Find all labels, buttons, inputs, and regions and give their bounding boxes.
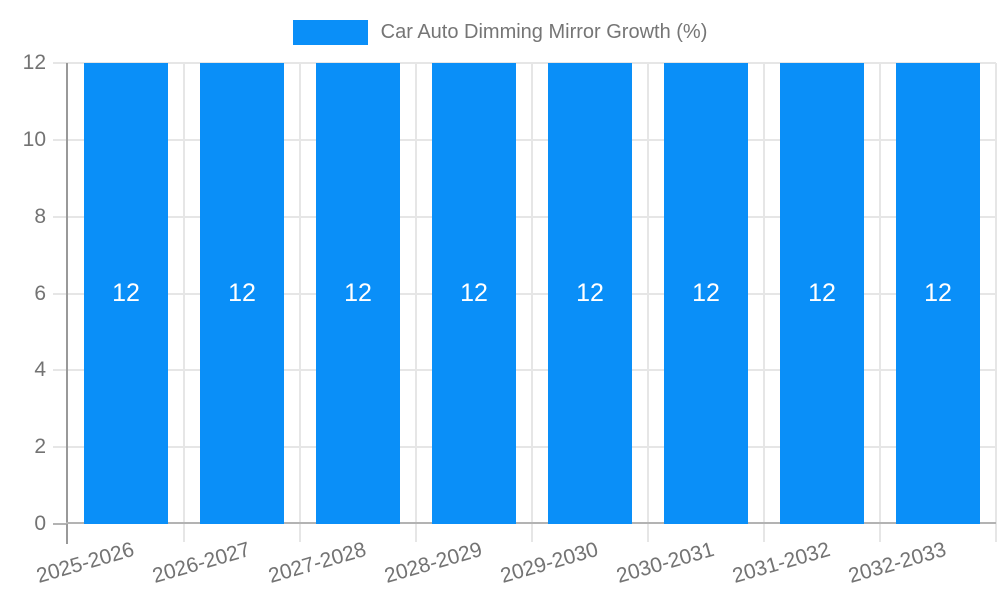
x-axis-tick bbox=[415, 524, 417, 542]
x-axis-line bbox=[66, 522, 996, 524]
bar-value-label: 12 bbox=[576, 279, 604, 307]
gridline-vertical bbox=[763, 63, 765, 524]
y-axis-tick-label: 0 bbox=[34, 512, 46, 535]
x-axis-tick-label: 2030-2031 bbox=[613, 538, 717, 588]
bar-value-label: 12 bbox=[228, 279, 256, 307]
x-axis-tick bbox=[183, 524, 185, 542]
gridline-vertical bbox=[647, 63, 649, 524]
y-axis-labels: 0 2 4 6 8 10 12 bbox=[0, 51, 46, 535]
bar-value-label: 12 bbox=[460, 279, 488, 307]
bar: 12 bbox=[664, 63, 748, 524]
gridline-vertical bbox=[183, 63, 185, 524]
x-axis-tick bbox=[299, 524, 301, 542]
x-axis-tick-label: 2027-2028 bbox=[265, 538, 369, 588]
bar: 12 bbox=[548, 63, 632, 524]
y-axis-tick bbox=[53, 292, 68, 295]
y-axis-tick-label: 10 bbox=[22, 127, 46, 151]
x-axis-tick bbox=[995, 524, 997, 542]
x-axis-tick-label: 2026-2027 bbox=[149, 538, 253, 588]
gridline-vertical bbox=[531, 63, 533, 524]
y-axis-tick bbox=[53, 369, 68, 372]
y-axis-tick-label: 12 bbox=[22, 51, 46, 74]
x-axis-tick-label: 2028-2029 bbox=[381, 538, 485, 588]
y-axis-tick-label: 2 bbox=[34, 435, 46, 459]
x-axis-tick-label: 2025-2026 bbox=[33, 538, 137, 588]
y-axis-tick bbox=[53, 523, 68, 525]
gridline-vertical bbox=[299, 63, 301, 524]
y-axis-tick bbox=[53, 62, 68, 64]
x-axis-tick bbox=[531, 524, 533, 542]
chart-title: Car Auto Dimming Mirror Growth (%) bbox=[380, 21, 708, 43]
bar: 12 bbox=[200, 63, 284, 524]
y-axis-tick-label: 8 bbox=[34, 204, 46, 228]
bar-value-label: 12 bbox=[112, 279, 140, 307]
x-axis-tick-label: 2031-2032 bbox=[729, 538, 833, 588]
legend-item[interactable]: Car Auto Dimming Mirror Growth (%) bbox=[292, 20, 708, 45]
bar-value-label: 12 bbox=[924, 279, 952, 307]
x-axis-tick bbox=[647, 524, 649, 542]
bar-value-label: 12 bbox=[808, 279, 836, 307]
gridline-vertical bbox=[415, 63, 417, 524]
legend-swatch bbox=[292, 20, 368, 45]
x-axis-tick bbox=[763, 524, 765, 542]
y-axis-line bbox=[66, 63, 68, 544]
bar: 12 bbox=[84, 63, 168, 524]
gridline-vertical bbox=[995, 63, 997, 524]
x-axis-tick bbox=[879, 524, 881, 542]
legend: Car Auto Dimming Mirror Growth (%) bbox=[0, 20, 1000, 45]
plot-area: 12 12 12 12 12 12 12 12 bbox=[53, 62, 997, 544]
bar: 12 bbox=[316, 63, 400, 524]
y-axis-tick bbox=[53, 215, 68, 218]
bar: 12 bbox=[432, 63, 516, 524]
bar: 12 bbox=[780, 63, 864, 524]
y-axis-tick-label: 4 bbox=[34, 358, 46, 382]
y-axis-tick bbox=[53, 138, 68, 141]
x-axis-labels: 2025-2026 2026-2027 2027-2028 2028-2029 2029… bbox=[33, 524, 996, 600]
y-axis-tick bbox=[53, 446, 68, 449]
bar-value-label: 12 bbox=[692, 279, 720, 307]
x-axis-tick-label: 2032-2033 bbox=[845, 538, 949, 588]
y-axis-tick-label: 6 bbox=[34, 281, 46, 305]
gridline-vertical bbox=[879, 63, 881, 524]
x-axis-tick-label: 2029-2030 bbox=[497, 538, 601, 588]
bar: 12 bbox=[896, 63, 980, 524]
bar-value-label: 12 bbox=[344, 279, 372, 307]
